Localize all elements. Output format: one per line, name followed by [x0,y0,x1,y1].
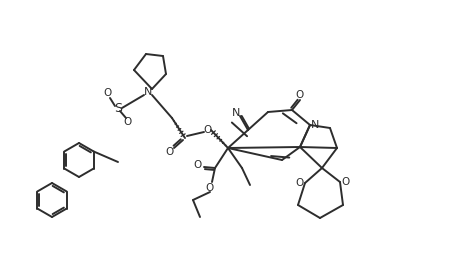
Text: N: N [232,108,240,118]
Text: O: O [341,177,349,187]
Text: O: O [206,183,214,193]
Text: O: O [104,88,112,98]
Text: N: N [311,120,319,130]
Text: N: N [144,87,152,97]
Text: O: O [124,117,132,127]
Text: S: S [114,102,122,114]
Text: O: O [204,125,212,135]
Text: O: O [296,90,304,100]
Text: O: O [193,160,201,170]
Text: O: O [296,178,304,188]
Text: O: O [166,147,174,157]
